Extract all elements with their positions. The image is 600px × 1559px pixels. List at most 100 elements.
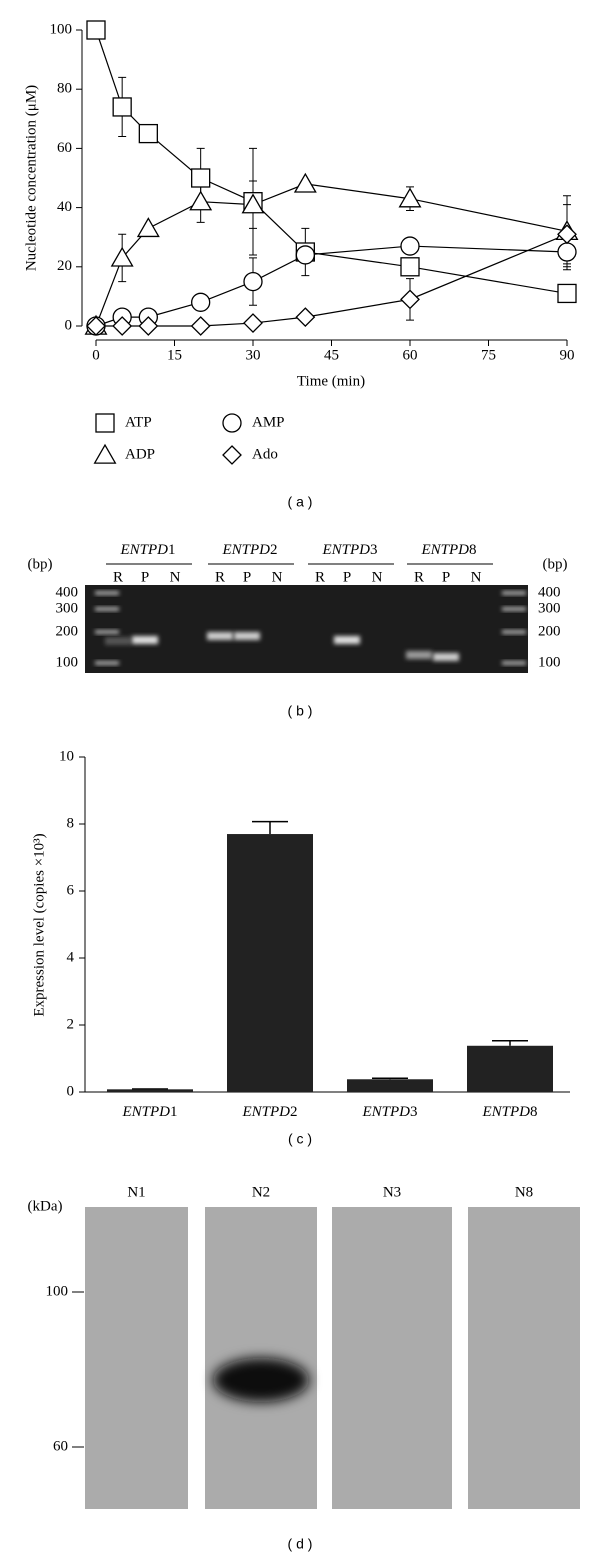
gene-label: ENTPD1 bbox=[119, 542, 175, 558]
bar bbox=[347, 1079, 433, 1092]
gel-band bbox=[433, 653, 459, 661]
error-bar bbox=[252, 820, 288, 835]
x-tick-label: 15 bbox=[167, 347, 182, 363]
marker bbox=[243, 313, 263, 333]
y-tick-label: 80 bbox=[57, 81, 72, 97]
lane-label: R bbox=[315, 569, 325, 585]
x-tick-label: 45 bbox=[324, 347, 339, 363]
marker bbox=[295, 245, 315, 265]
gel-band bbox=[207, 632, 233, 640]
panel-label: ( c ) bbox=[288, 1131, 312, 1147]
marker bbox=[112, 316, 133, 336]
marker bbox=[136, 217, 160, 238]
y-tick-label: 0 bbox=[67, 1083, 75, 1099]
lane-label: R bbox=[215, 569, 225, 585]
series-line bbox=[95, 29, 568, 295]
legend-label: AMP bbox=[252, 414, 285, 430]
marker bbox=[86, 316, 106, 336]
marker bbox=[557, 242, 577, 262]
ladder-band bbox=[95, 630, 119, 634]
y-axis-label: Expression level (copies ×10³) bbox=[31, 833, 47, 1016]
x-tick-label: ENTPD3 bbox=[361, 1104, 417, 1120]
gel-band bbox=[406, 651, 432, 659]
y-tick-label: 60 bbox=[57, 140, 72, 156]
marker bbox=[295, 307, 316, 328]
lane-label: P bbox=[343, 569, 351, 585]
x-axis-label: Time (min) bbox=[297, 373, 365, 389]
marker bbox=[86, 20, 106, 40]
blot-lane bbox=[85, 1207, 188, 1509]
marker bbox=[557, 224, 577, 245]
size-label: 400 bbox=[56, 584, 79, 600]
gene-label: ENTPD3 bbox=[321, 542, 377, 558]
legend-marker bbox=[222, 413, 242, 433]
marker bbox=[243, 271, 263, 292]
size-label: 300 bbox=[538, 600, 561, 616]
lane-label: N bbox=[372, 569, 383, 585]
series-line bbox=[95, 183, 568, 327]
y-tick-label: 20 bbox=[57, 258, 72, 274]
marker bbox=[557, 283, 577, 304]
x-tick-label: 30 bbox=[246, 347, 261, 363]
lane-label: N bbox=[272, 569, 283, 585]
ladder-band bbox=[95, 591, 119, 595]
y-axis-label: Nucleotide concentration (μM) bbox=[23, 85, 39, 271]
legend-marker bbox=[222, 445, 242, 465]
ladder-band bbox=[502, 630, 526, 634]
lane-label: N1 bbox=[127, 1184, 145, 1200]
panel-label: ( d ) bbox=[288, 1536, 313, 1552]
y-tick-label: 4 bbox=[67, 949, 75, 965]
size-label: 200 bbox=[538, 623, 561, 639]
panel-label: ( b ) bbox=[288, 703, 313, 719]
marker bbox=[400, 289, 420, 310]
bar bbox=[107, 1089, 193, 1092]
ladder-band bbox=[502, 591, 526, 595]
x-tick-label: 0 bbox=[92, 347, 100, 363]
marker bbox=[138, 316, 159, 336]
gel-unit: (bp) bbox=[543, 556, 568, 572]
panel-label: ( a ) bbox=[288, 494, 313, 510]
blot-band bbox=[213, 1358, 309, 1402]
marker bbox=[189, 190, 213, 211]
bar bbox=[227, 834, 313, 1092]
gel-band bbox=[334, 636, 360, 644]
marker bbox=[400, 257, 420, 277]
blot-lane bbox=[332, 1207, 452, 1509]
size-label: 100 bbox=[46, 1283, 69, 1299]
x-tick-label: 90 bbox=[560, 347, 575, 363]
ladder-band bbox=[502, 607, 526, 611]
size-label: 200 bbox=[56, 623, 79, 639]
ladder-band bbox=[95, 661, 119, 665]
marker bbox=[398, 187, 422, 208]
y-tick-label: 8 bbox=[67, 815, 75, 831]
legend-marker bbox=[93, 443, 117, 464]
size-label: 60 bbox=[53, 1438, 68, 1454]
y-tick-label: 10 bbox=[59, 748, 74, 764]
marker bbox=[112, 97, 132, 117]
legend-label: ATP bbox=[125, 414, 152, 430]
marker bbox=[110, 246, 134, 267]
y-tick-label: 6 bbox=[67, 882, 75, 898]
series-line bbox=[95, 245, 568, 327]
marker bbox=[293, 172, 317, 193]
marker bbox=[191, 292, 211, 312]
gel-unit: (bp) bbox=[28, 556, 53, 572]
y-tick-label: 100 bbox=[50, 21, 73, 37]
x-tick-label: 75 bbox=[481, 347, 496, 363]
y-tick-label: 0 bbox=[65, 317, 73, 333]
gene-label: ENTPD8 bbox=[420, 542, 476, 558]
ladder-band bbox=[95, 607, 119, 611]
marker bbox=[400, 236, 420, 256]
marker bbox=[138, 123, 158, 144]
lane-label: N bbox=[170, 569, 181, 585]
lane-label: P bbox=[442, 569, 450, 585]
legend-label: Ado bbox=[252, 446, 278, 462]
lane-label: N8 bbox=[515, 1184, 533, 1200]
blot-unit: (kDa) bbox=[28, 1198, 63, 1214]
lane-label: P bbox=[141, 569, 149, 585]
marker bbox=[241, 193, 265, 214]
x-tick-label: ENTPD8 bbox=[481, 1104, 537, 1120]
blot-lane bbox=[468, 1207, 580, 1509]
